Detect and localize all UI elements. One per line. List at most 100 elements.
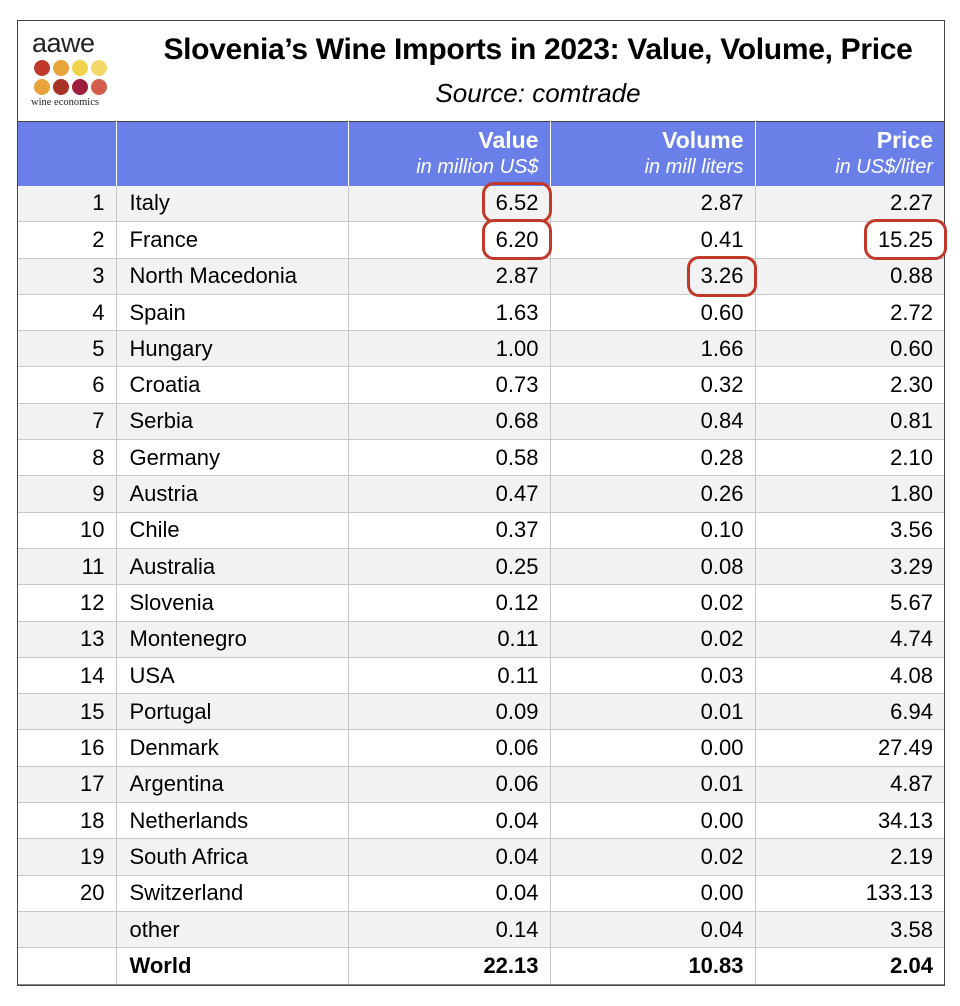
header-volume-unit: in mill liters — [644, 156, 744, 179]
volume-cell: 0.84 — [550, 403, 756, 441]
volume-cell: 0.02 — [550, 584, 756, 622]
country-cell: USA — [116, 657, 349, 695]
rank-cell — [18, 947, 117, 985]
rank-cell: 14 — [18, 657, 117, 695]
country-cell: Australia — [116, 548, 349, 586]
price-cell: 0.81 — [755, 403, 944, 441]
price-cell: 133.13 — [755, 875, 944, 912]
volume-cell: 3.26 — [550, 255, 757, 297]
value-cell: 0.04 — [348, 838, 551, 876]
country-cell: Croatia — [116, 366, 349, 404]
volume-cell: 0.00 — [550, 729, 756, 767]
table-row: 3 North Macedonia 2.87 3.26 0.88 — [18, 255, 944, 297]
price-cell: 6.94 — [755, 693, 944, 731]
rank-cell: 6 — [18, 366, 117, 404]
volume-cell: 0.41 — [550, 221, 756, 259]
volume-cell: 0.01 — [550, 766, 756, 804]
rank-cell: 12 — [18, 584, 117, 622]
price-cell: 4.08 — [755, 657, 944, 695]
price-cell: 15.25 — [755, 219, 947, 261]
value-cell: 6.20 — [348, 219, 552, 261]
volume-cell: 0.01 — [550, 693, 756, 731]
price-cell: 2.10 — [755, 439, 944, 477]
volume-cell: 0.00 — [550, 802, 756, 840]
value-cell: 2.87 — [348, 258, 551, 295]
table-row: 17 Argentina 0.06 0.01 4.87 — [18, 766, 944, 804]
header-price: Price in US$/liter — [755, 121, 944, 186]
table-row: 15 Portugal 0.09 0.01 6.94 — [18, 693, 944, 731]
price-cell: 4.74 — [755, 621, 944, 658]
rank-cell: 10 — [18, 512, 117, 549]
table-frame: aawe wine economics Slovenia’s Wine Impo… — [17, 20, 947, 986]
volume-cell: 0.10 — [550, 512, 756, 549]
logo-dots — [34, 60, 110, 96]
value-cell: 0.04 — [348, 875, 551, 912]
highlighted-value: 6.52 — [495, 190, 539, 216]
table-row: 4 Spain 1.63 0.60 2.72 — [18, 294, 944, 332]
rank-cell: 2 — [18, 221, 117, 259]
value-cell: 0.68 — [348, 403, 551, 441]
price-cell: 27.49 — [755, 729, 944, 767]
value-cell: 22.13 — [348, 947, 551, 985]
header-price-unit: in US$/liter — [835, 156, 933, 179]
price-cell: 2.30 — [755, 366, 944, 404]
volume-cell: 0.32 — [550, 366, 756, 404]
table-row: other 0.14 0.04 3.58 — [18, 911, 944, 949]
header-price-label: Price — [876, 127, 933, 154]
logo-dot — [91, 60, 107, 76]
country-cell: Montenegro — [116, 621, 349, 658]
table-row: 1 Italy 6.52 2.87 2.27 — [18, 182, 944, 224]
highlighted-value: 3.26 — [700, 263, 744, 289]
table-row: 8 Germany 0.58 0.28 2.10 — [18, 439, 944, 477]
logo-dot — [53, 79, 69, 95]
country-cell: Austria — [116, 475, 349, 513]
price-cell: 0.60 — [755, 330, 944, 368]
page-title: Slovenia’s Wine Imports in 2023: Value, … — [163, 33, 913, 66]
table-row: 2 France 6.20 0.41 15.25 — [18, 219, 947, 261]
volume-cell: 1.66 — [550, 330, 756, 368]
value-cell: 1.63 — [348, 294, 551, 332]
country-cell: Germany — [116, 439, 349, 477]
volume-cell: 0.28 — [550, 439, 756, 477]
price-cell: 5.67 — [755, 584, 944, 622]
highlight-ring — [864, 219, 947, 261]
table-row: 6 Croatia 0.73 0.32 2.30 — [18, 366, 944, 404]
title-area: aawe wine economics Slovenia’s Wine Impo… — [18, 21, 944, 121]
rank-cell: 5 — [18, 330, 117, 368]
header-value: Value in million US$ — [348, 121, 551, 186]
value-cell: 6.52 — [348, 182, 552, 224]
imports-table: Value in million US$ Volume in mill lite… — [18, 121, 947, 985]
logo-subtext: wine economics — [31, 97, 99, 108]
value-cell: 0.11 — [348, 621, 551, 658]
country-cell: Switzerland — [116, 875, 349, 912]
header-rank — [18, 121, 117, 186]
value-cell: 0.47 — [348, 475, 551, 513]
country-cell: Argentina — [116, 766, 349, 804]
volume-cell: 0.02 — [550, 621, 756, 658]
value-cell: 0.58 — [348, 439, 551, 477]
country-cell: World — [116, 947, 349, 985]
volume-cell: 0.08 — [550, 548, 756, 586]
header-volume: Volume in mill liters — [550, 121, 756, 186]
volume-cell: 0.00 — [550, 875, 756, 912]
rank-cell: 18 — [18, 802, 117, 840]
price-cell: 34.13 — [755, 802, 944, 840]
header-value-label: Value — [478, 127, 539, 154]
value-cell: 0.37 — [348, 512, 551, 549]
table-row: 9 Austria 0.47 0.26 1.80 — [18, 475, 944, 513]
price-cell: 4.87 — [755, 766, 944, 804]
table-row: 20 Switzerland 0.04 0.00 133.13 — [18, 875, 944, 912]
table-body: 1 Italy 6.52 2.87 2.27 2 France 6.20 0.41 15.25 3 N… — [18, 182, 947, 985]
table-row: 12 Slovenia 0.12 0.02 5.67 — [18, 584, 944, 622]
country-cell: Spain — [116, 294, 349, 332]
header-row: Value in million US$ Volume in mill lite… — [18, 121, 944, 186]
value-cell: 0.25 — [348, 548, 551, 586]
price-cell: 3.56 — [755, 512, 944, 549]
logo-dot — [72, 60, 88, 76]
highlight-ring — [482, 182, 552, 224]
value-cell: 0.12 — [348, 584, 551, 622]
value-cell: 0.09 — [348, 693, 551, 731]
logo-text: aawe — [32, 28, 95, 58]
value-cell: 0.11 — [348, 657, 551, 695]
rank-cell: 20 — [18, 875, 117, 912]
